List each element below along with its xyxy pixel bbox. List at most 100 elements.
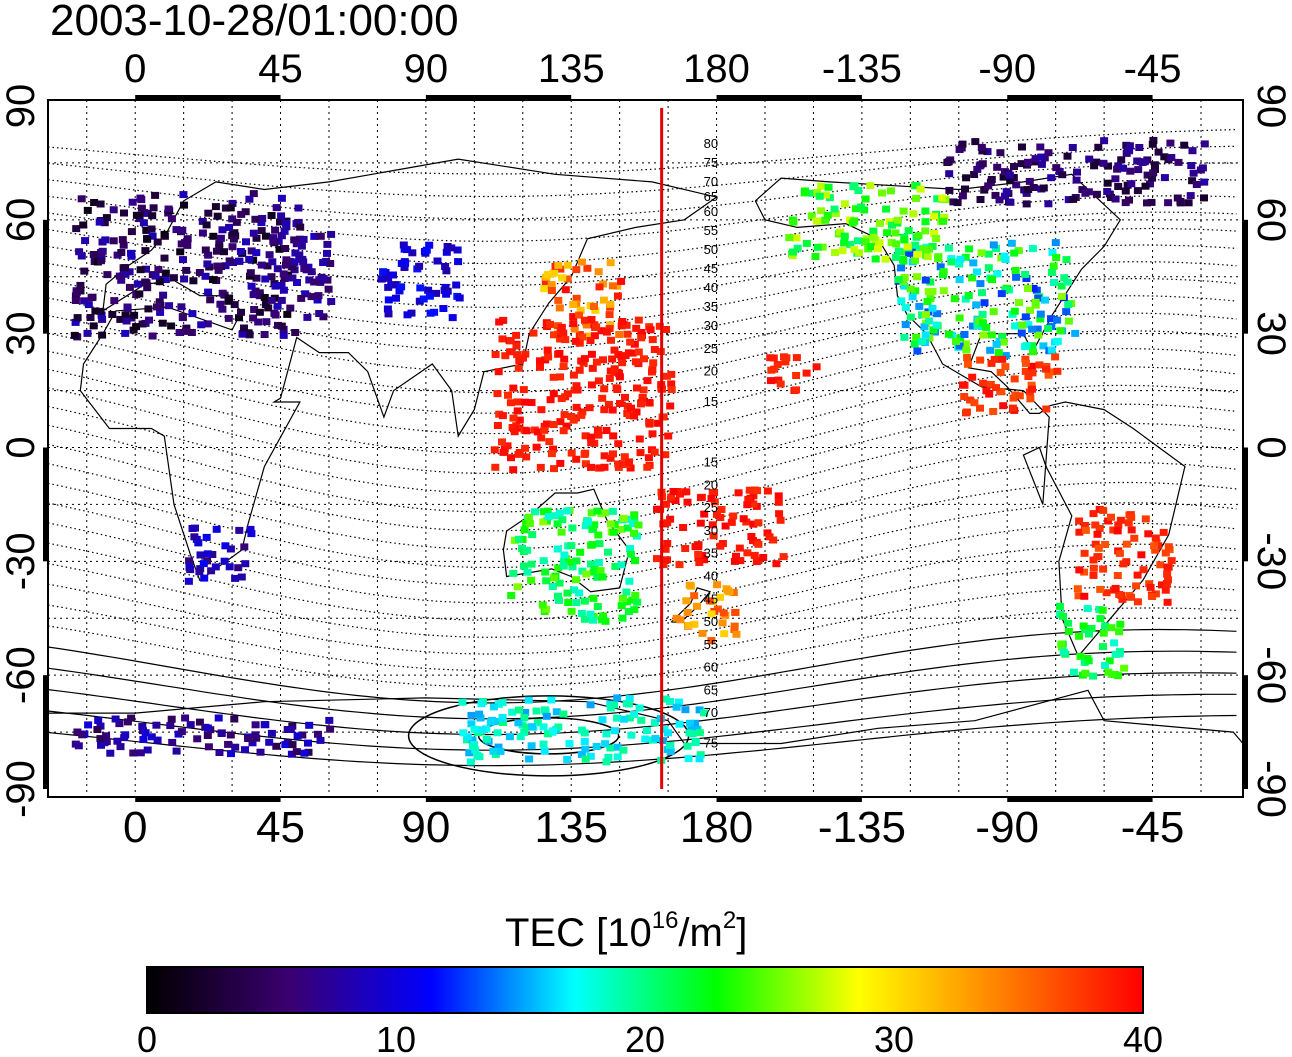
tec-cell: [978, 160, 987, 168]
tec-cell: [831, 249, 839, 256]
tec-cell: [503, 442, 512, 450]
tec-cell: [614, 460, 623, 468]
tec-cell: [498, 412, 507, 420]
contour-label: 30: [704, 523, 718, 538]
tec-cell: [965, 245, 974, 253]
tec-cell: [606, 520, 615, 528]
tec-cell: [556, 373, 565, 381]
tec-cell: [613, 694, 622, 702]
tec-cell: [198, 229, 207, 237]
tec-cell: [1010, 249, 1019, 257]
tec-cell: [979, 319, 987, 327]
tec-cell: [836, 228, 845, 236]
tec-cell: [539, 740, 548, 748]
tec-cell: [874, 245, 882, 253]
tec-cell: [1164, 576, 1172, 584]
tec-cell: [681, 545, 690, 552]
tec-cell: [587, 560, 595, 568]
tec-cell: [982, 323, 991, 331]
tec-cell: [601, 740, 610, 748]
tec-cell: [580, 615, 589, 623]
tec-cell: [956, 255, 965, 263]
tec-cell: [482, 735, 491, 743]
tec-cell: [1036, 143, 1045, 151]
tec-cell: [251, 731, 260, 739]
tec-cell: [1005, 171, 1014, 179]
tec-cell: [625, 412, 634, 419]
tec-cell: [397, 260, 406, 267]
tec-cell: [280, 227, 289, 235]
tec-cell: [245, 255, 254, 263]
contour-label: 50: [704, 614, 718, 629]
tec-cell: [615, 331, 624, 338]
tec-cell: [568, 563, 577, 571]
tec-cell: [81, 237, 90, 245]
tec-cell: [1024, 321, 1033, 329]
tec-cell: [815, 192, 824, 200]
tec-cell: [524, 513, 533, 521]
tec-cell: [989, 241, 998, 249]
tec-cell: [575, 311, 584, 319]
tec-cell: [1079, 622, 1088, 630]
tec-cell: [637, 716, 646, 724]
tec-cell: [779, 553, 788, 561]
tec-cell: [165, 302, 174, 310]
tec-cell: [296, 223, 305, 231]
tec-cell: [495, 318, 504, 326]
tec-cell: [123, 305, 132, 313]
tec-cell: [516, 733, 525, 741]
tec-cell: [520, 714, 529, 722]
tec-cell: [589, 525, 597, 533]
y-tick-label-right: 0: [1249, 436, 1292, 458]
tec-cell: [498, 438, 506, 446]
tec-cell: [577, 609, 586, 617]
tec-cell: [593, 603, 602, 610]
tec-cell: [570, 586, 578, 594]
tec-cell: [268, 258, 277, 266]
tec-cell: [792, 354, 801, 362]
tec-cell: [499, 448, 508, 456]
tec-cell: [998, 355, 1007, 363]
tec-cell: [527, 576, 536, 584]
tec-cell: [203, 320, 212, 328]
tec-cell: [945, 170, 954, 178]
tec-cell: [549, 390, 558, 398]
tec-cell: [241, 560, 250, 568]
tec-cell: [1114, 521, 1123, 529]
tec-cell: [1087, 625, 1096, 632]
tec-cell: [1068, 144, 1077, 151]
tec-cell: [822, 191, 830, 199]
tec-cell: [217, 729, 226, 737]
tec-cell: [918, 338, 926, 345]
tec-cell: [127, 714, 136, 722]
tec-cell: [521, 350, 530, 358]
tec-cell: [921, 207, 930, 215]
tec-cell: [855, 249, 864, 257]
tec-cell: [587, 381, 596, 389]
tec-cell: [1075, 517, 1084, 525]
tec-cell: [813, 243, 822, 251]
tec-cell: [666, 698, 674, 705]
tec-cell: [1192, 181, 1201, 188]
tec-cell: [122, 317, 131, 325]
tec-cell: [980, 299, 989, 307]
tec-cell: [384, 283, 393, 291]
tec-cell: [1081, 626, 1090, 634]
tec-cell: [653, 505, 661, 513]
tec-cell: [533, 719, 542, 727]
tec-cell: [831, 210, 840, 217]
tec-cell: [663, 556, 671, 564]
tec-cell: [575, 366, 584, 374]
tec-cell: [594, 377, 603, 385]
tec-cell: [899, 207, 908, 215]
tec-cell: [244, 735, 253, 742]
tec-cell: [520, 526, 529, 534]
tec-cell: [242, 238, 250, 246]
tec-cell: [596, 464, 605, 472]
tec-cell: [559, 427, 568, 435]
tec-cell: [924, 288, 933, 296]
tec-cell: [980, 186, 989, 194]
tec-cell: [627, 731, 636, 739]
tec-cell: [774, 376, 783, 384]
tec-cell: [695, 559, 704, 566]
